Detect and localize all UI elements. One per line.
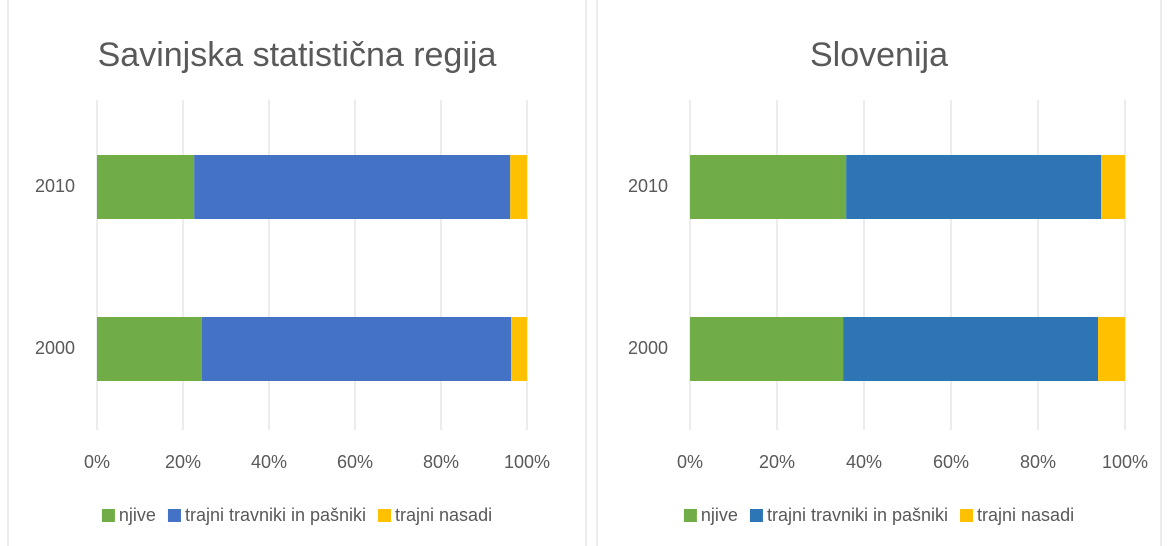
legend-swatch bbox=[683, 509, 697, 522]
bar-segment bbox=[510, 155, 527, 219]
legend: njive trajni travniki in pašniki trajni na… bbox=[683, 505, 1074, 525]
bar-segment bbox=[690, 317, 844, 381]
legend-label: trajni travniki in pašniki bbox=[185, 505, 366, 525]
x-tick-label: 60% bbox=[933, 452, 969, 472]
bar-segment bbox=[1101, 155, 1125, 219]
y-tick-label: 2010 bbox=[628, 176, 668, 196]
bar-segment bbox=[843, 317, 1099, 381]
legend-swatch bbox=[960, 509, 974, 522]
panel bbox=[596, 0, 1162, 546]
bar-segment bbox=[194, 155, 511, 219]
legend-label: njive bbox=[119, 505, 156, 525]
chart-title: Slovenija bbox=[810, 36, 948, 74]
x-tick-label: 60% bbox=[337, 452, 373, 472]
x-tick-label: 80% bbox=[1020, 452, 1056, 472]
bar-segment bbox=[846, 155, 1102, 219]
y-tick-label: 2000 bbox=[35, 338, 75, 358]
legend: njive trajni travniki in pašniki trajni na… bbox=[101, 505, 492, 525]
panel bbox=[7, 0, 587, 546]
bar-segment bbox=[511, 317, 527, 381]
chart-title: Savinjska statistična regija bbox=[98, 36, 497, 74]
x-tick-label: 20% bbox=[759, 452, 795, 472]
y-tick-label: 2010 bbox=[35, 176, 75, 196]
x-tick-label: 100% bbox=[504, 452, 550, 472]
legend-swatch bbox=[167, 509, 181, 522]
legend-label: trajni nasadi bbox=[395, 505, 492, 525]
bar-segment bbox=[201, 317, 512, 381]
legend-label: njive bbox=[701, 505, 738, 525]
bar-segment bbox=[97, 317, 202, 381]
bar-segment bbox=[1098, 317, 1125, 381]
y-tick-label: 2000 bbox=[628, 338, 668, 358]
x-tick-label: 20% bbox=[165, 452, 201, 472]
x-tick-label: 40% bbox=[846, 452, 882, 472]
bar-segment bbox=[97, 155, 195, 219]
x-tick-label: 0% bbox=[677, 452, 703, 472]
legend-label: trajni nasadi bbox=[977, 505, 1074, 525]
legend-swatch bbox=[378, 509, 392, 522]
x-tick-label: 40% bbox=[251, 452, 287, 472]
x-tick-label: 100% bbox=[1102, 452, 1148, 472]
legend-swatch bbox=[749, 509, 763, 522]
legend-swatch bbox=[101, 509, 115, 522]
legend-label: trajni travniki in pašniki bbox=[767, 505, 948, 525]
x-tick-label: 80% bbox=[423, 452, 459, 472]
x-tick-label: 0% bbox=[84, 452, 110, 472]
bar-segment bbox=[690, 155, 847, 219]
